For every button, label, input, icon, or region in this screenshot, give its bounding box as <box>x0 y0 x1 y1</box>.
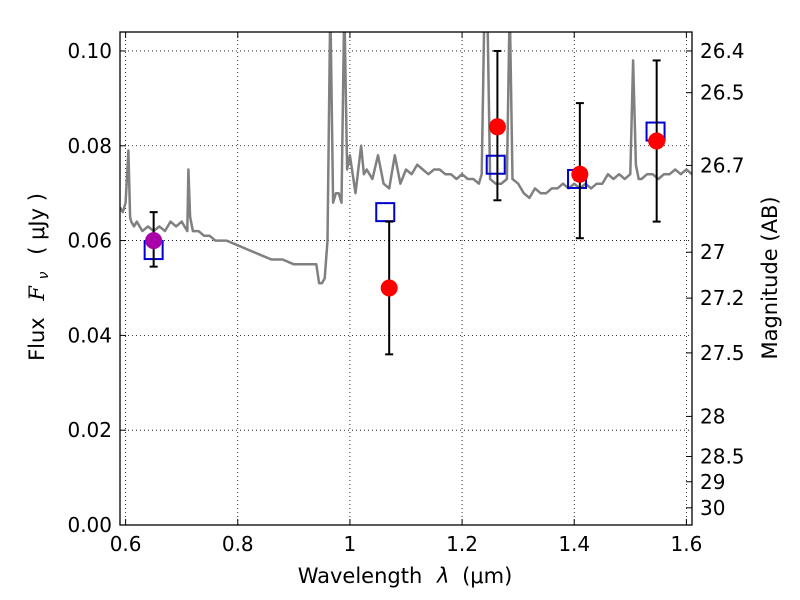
data-point-3 <box>571 165 589 183</box>
y-axis-label-symbol: F <box>25 285 49 302</box>
x-tick-label-3: 1.2 <box>446 532 478 556</box>
data-point-2 <box>488 118 506 136</box>
y-tick-label-0: 0.00 <box>67 513 112 537</box>
mag-tick-label-0: 26.4 <box>700 39 745 63</box>
mag-tick-label-7: 28.5 <box>700 444 745 468</box>
model-square-marker-2 <box>485 154 506 175</box>
mag-tick-label-1: 26.5 <box>700 81 745 105</box>
y-axis-label: Flux F ν ( μJy ) <box>25 193 53 361</box>
x-tick-label-5: 1.6 <box>670 532 702 556</box>
x-tick-label-4: 1.4 <box>558 532 590 556</box>
y-axis-label-flux: Flux <box>25 317 49 361</box>
y-tick-label-5: 0.10 <box>67 39 112 63</box>
y-tick-label-3: 0.06 <box>67 229 112 253</box>
axes-frame <box>119 31 693 526</box>
x-tick-label-2: 1 <box>344 532 357 556</box>
tick-labels: 0.6 0.8 1 1.2 1.4 1.6 0.00 0.02 0.04 0.06 0.08 0.10… <box>67 39 744 556</box>
model-spectrum-line <box>120 32 692 285</box>
data-point-0 <box>145 232 163 250</box>
axes-border <box>119 31 693 526</box>
x-tick-label-1: 0.8 <box>222 532 254 556</box>
x-axis-label-symbol: λ <box>436 564 449 588</box>
data-point-4 <box>648 132 666 150</box>
mag-tick-label-8: 29 <box>700 470 725 494</box>
mag-tick-label-9: 30 <box>700 496 725 520</box>
y2-axis-label: Magnitude (AB) <box>758 196 782 359</box>
x-axis-label: Wavelength λ (μm) <box>298 564 513 588</box>
y-tick-label-4: 0.08 <box>67 134 112 158</box>
y-axis-label-unit: ( μJy ) <box>25 193 49 255</box>
y-tick-label-1: 0.02 <box>67 418 112 442</box>
data-point-1 <box>380 279 398 297</box>
mag-tick-label-6: 28 <box>700 404 725 428</box>
y-axis-label-subscript: ν <box>36 271 52 279</box>
mag-tick-label-4: 27.2 <box>700 286 745 310</box>
x-axis-label-unit: (μm) <box>462 564 512 588</box>
tick-marks <box>120 32 692 526</box>
mag-tick-label-2: 26.7 <box>700 153 745 177</box>
mag-tick-label-5: 27.5 <box>700 341 745 365</box>
y-tick-label-2: 0.04 <box>67 323 112 347</box>
x-tick-label-0: 0.6 <box>110 532 142 556</box>
mag-tick-label-3: 27 <box>700 240 725 264</box>
plot-area <box>120 32 692 356</box>
x-axis-label-text: Wavelength <box>298 564 423 588</box>
